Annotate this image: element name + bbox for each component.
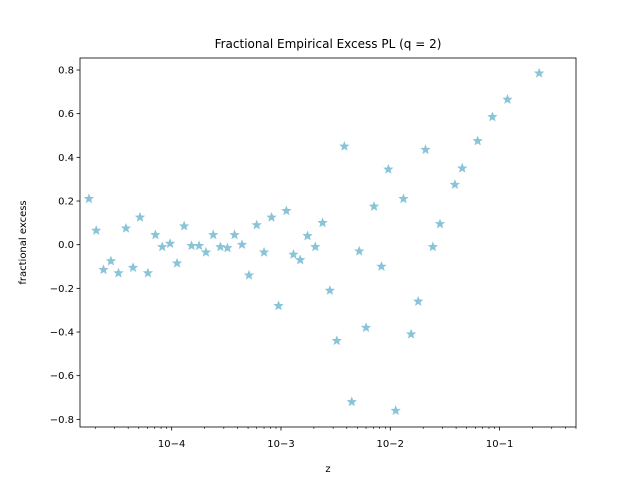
data-point-13 (178, 220, 190, 231)
data-point-38 (360, 322, 372, 333)
y-tick-label-1: 0.6 (58, 109, 74, 120)
y-axis-ticks: 0.8 0.6 0.4 0.2 0.0 −0.2 −0.4 −0.6 −0.8 (50, 66, 80, 426)
y-tick-label-4: 0.0 (58, 240, 74, 251)
data-point-46 (420, 144, 431, 155)
data-point-20 (229, 229, 240, 240)
data-point-16 (200, 246, 212, 257)
data-point-37 (354, 245, 365, 256)
y-tick-label-8: −0.8 (50, 415, 74, 426)
x-tick-label-2: 10−2 (377, 439, 404, 450)
data-point-40 (376, 261, 387, 271)
data-point-8 (142, 267, 154, 278)
data-point-29 (295, 254, 306, 265)
x-tick-label-1: 10−3 (267, 439, 294, 450)
data-point-3 (105, 255, 117, 266)
y-tick-label-7: −0.6 (50, 371, 74, 382)
data-point-48 (434, 218, 446, 229)
data-point-4 (113, 267, 124, 278)
data-point-43 (398, 193, 409, 204)
data-point-39 (368, 201, 380, 211)
y-axis-label: fractional excess (18, 200, 29, 284)
data-point-32 (317, 217, 328, 228)
chart-title: Fractional Empirical Excess PL (q = 2) (215, 37, 442, 51)
data-point-0 (83, 193, 95, 204)
data-points (83, 67, 545, 416)
plot-frame (79, 57, 577, 428)
data-point-51 (472, 135, 483, 146)
data-point-25 (266, 211, 277, 222)
data-point-15 (193, 240, 205, 251)
data-point-19 (222, 242, 233, 253)
data-point-23 (251, 219, 262, 230)
data-point-47 (427, 241, 438, 252)
data-point-49 (449, 179, 461, 190)
data-point-11 (164, 238, 176, 248)
data-point-30 (302, 230, 313, 241)
data-point-2 (98, 264, 109, 275)
data-point-1 (91, 225, 102, 235)
data-point-33 (324, 285, 336, 295)
data-point-22 (243, 269, 255, 280)
data-point-50 (457, 162, 468, 173)
y-tick-label-6: −0.4 (50, 328, 74, 339)
y-tick-label-5: −0.2 (50, 284, 74, 295)
data-point-44 (405, 328, 417, 339)
data-point-42 (390, 405, 401, 416)
data-point-35 (339, 141, 350, 151)
y-tick-label-2: 0.4 (58, 153, 74, 164)
data-point-6 (127, 262, 139, 272)
data-point-41 (383, 163, 394, 174)
data-point-5 (120, 222, 132, 233)
data-point-54 (533, 67, 545, 78)
data-point-9 (150, 229, 161, 240)
data-point-27 (281, 205, 292, 216)
x-axis-label: z (325, 464, 330, 475)
data-point-52 (487, 111, 498, 122)
data-point-24 (258, 246, 270, 257)
data-point-18 (215, 241, 226, 252)
x-tick-label-0: 10−4 (158, 439, 185, 450)
data-point-53 (502, 94, 513, 104)
data-point-31 (310, 241, 321, 252)
data-point-26 (273, 300, 284, 311)
y-tick-label-0: 0.8 (58, 66, 74, 77)
data-point-28 (288, 249, 299, 259)
data-point-7 (134, 211, 146, 222)
y-tick-label-3: 0.2 (58, 197, 74, 208)
data-point-45 (413, 296, 424, 306)
data-point-34 (331, 335, 342, 346)
x-tick-label-3: 10−1 (486, 439, 513, 450)
data-point-12 (171, 257, 183, 268)
data-point-17 (208, 229, 219, 240)
data-point-21 (236, 239, 248, 250)
data-point-10 (157, 241, 168, 252)
data-point-36 (346, 396, 357, 407)
